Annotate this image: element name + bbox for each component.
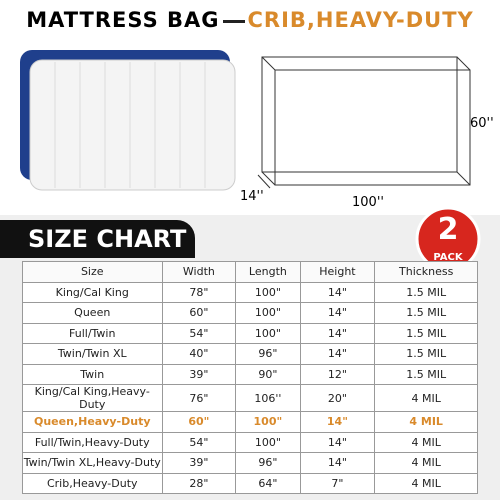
table-cell: 28" bbox=[161, 472, 237, 494]
table-cell: 54" bbox=[161, 431, 237, 453]
table-cell: 4 MIL bbox=[374, 472, 478, 494]
column-header: Size bbox=[22, 261, 163, 283]
quilting bbox=[54, 62, 206, 188]
table-cell: 4 MIL bbox=[374, 431, 478, 453]
section-title: SIZE CHART bbox=[0, 220, 195, 258]
table-cell: 106'' bbox=[235, 384, 301, 412]
mattress-top bbox=[29, 59, 236, 191]
table-cell: Full/Twin bbox=[22, 322, 163, 344]
bag-outline bbox=[257, 56, 471, 189]
table-cell: Crib,Heavy-Duty bbox=[22, 472, 163, 494]
table-cell: 14" bbox=[299, 411, 376, 433]
table-cell: 60" bbox=[161, 411, 237, 433]
table-row: Twin 39" 90" 12" 1.5 MIL bbox=[22, 363, 478, 385]
table-cell: Full/Twin,Heavy-Duty bbox=[22, 431, 163, 453]
table-cell: 64" bbox=[235, 472, 301, 494]
table-cell: 1.5 MIL bbox=[374, 343, 478, 365]
column-header: Width bbox=[161, 261, 237, 283]
table-cell: 14" bbox=[299, 343, 376, 365]
column-header: Height bbox=[299, 261, 376, 283]
table-cell: 76" bbox=[161, 384, 237, 412]
table-cell: Queen,Heavy-Duty bbox=[22, 411, 163, 433]
title-sub: CRIB,HEAVY-DUTY bbox=[247, 8, 474, 32]
table-cell: 14" bbox=[299, 302, 376, 324]
table-cell: Twin/Twin XL bbox=[22, 343, 163, 365]
column-header: Thickness bbox=[374, 261, 478, 283]
table-cell: Queen bbox=[22, 302, 163, 324]
table-cell: 20" bbox=[299, 384, 376, 412]
header-row: Size Width Length Height Thickness bbox=[22, 261, 478, 283]
table-cell: 60" bbox=[161, 302, 237, 324]
table-cell: 12" bbox=[299, 363, 376, 385]
dim-width: 100'' bbox=[352, 195, 384, 210]
table-cell: Twin/Twin XL,Heavy-Duty bbox=[22, 452, 163, 474]
table-cell: 1.5 MIL bbox=[374, 281, 478, 303]
table-cell: 14" bbox=[299, 452, 376, 474]
table-cell: 14" bbox=[299, 322, 376, 344]
table-cell: 7" bbox=[299, 472, 376, 494]
table-cell: 4 MIL bbox=[374, 452, 478, 474]
table-row: Queen,Heavy-Duty 60" 100" 14" 4 MIL bbox=[22, 411, 478, 433]
table-cell: 100" bbox=[235, 281, 301, 303]
table-row: King/Cal King,Heavy-Duty 76" 106'' 20" 4 MIL bbox=[22, 384, 478, 412]
table-cell: 100" bbox=[235, 322, 301, 344]
table-cell: 96" bbox=[235, 343, 301, 365]
dim-depth: 14'' bbox=[240, 189, 264, 204]
table-cell: 1.5 MIL bbox=[374, 302, 478, 324]
title: MATTRESS BAG CRIB,HEAVY-DUTY bbox=[0, 8, 500, 32]
badge-number: 2 bbox=[438, 212, 459, 247]
table-row: Full/Twin 54" 100" 14" 1.5 MIL bbox=[22, 322, 478, 344]
table-row: Crib,Heavy-Duty 28" 64" 7" 4 MIL bbox=[22, 472, 478, 494]
table-cell: 39" bbox=[161, 363, 237, 385]
table-cell: King/Cal King bbox=[22, 281, 163, 303]
table-cell: 78" bbox=[161, 281, 237, 303]
table-row: Queen 60" 100" 14" 1.5 MIL bbox=[22, 302, 478, 324]
dim-height: 60'' bbox=[470, 116, 494, 131]
table-cell: 39" bbox=[161, 452, 237, 474]
table-cell: 54" bbox=[161, 322, 237, 344]
table-cell: 1.5 MIL bbox=[374, 363, 478, 385]
table-cell: 14" bbox=[299, 431, 376, 453]
table-cell: 96" bbox=[235, 452, 301, 474]
table-cell: Twin bbox=[22, 363, 163, 385]
badge: 2 PACK bbox=[415, 206, 481, 272]
table-cell: 100" bbox=[235, 302, 301, 324]
table-row: Twin/Twin XL 40" 96" 14" 1.5 MIL bbox=[22, 343, 478, 365]
size-table: Size Width Length Height Thickness King/Cal K… bbox=[22, 261, 478, 494]
table-cell: 4 MIL bbox=[374, 384, 478, 412]
table-cell: King/Cal King,Heavy-Duty bbox=[22, 384, 163, 412]
table-cell: 14" bbox=[299, 281, 376, 303]
table-cell: 40" bbox=[161, 343, 237, 365]
badge-text: PACK bbox=[433, 252, 463, 263]
table-cell: 90" bbox=[235, 363, 301, 385]
illustration: 60'' 14'' 100'' bbox=[20, 50, 494, 210]
table-row: Full/Twin,Heavy-Duty 54" 100" 14" 4 MIL bbox=[22, 431, 478, 453]
table-cell: 100" bbox=[235, 411, 301, 433]
table-cell: 1.5 MIL bbox=[374, 322, 478, 344]
table-row: Twin/Twin XL,Heavy-Duty 39" 96" 14" 4 MIL bbox=[22, 452, 478, 474]
column-header: Length bbox=[235, 261, 301, 283]
table-row: King/Cal King 78" 100" 14" 1.5 MIL bbox=[22, 281, 478, 303]
table-cell: 100" bbox=[235, 431, 301, 453]
table-cell: 4 MIL bbox=[374, 411, 478, 433]
title-main: MATTRESS BAG bbox=[26, 8, 220, 32]
